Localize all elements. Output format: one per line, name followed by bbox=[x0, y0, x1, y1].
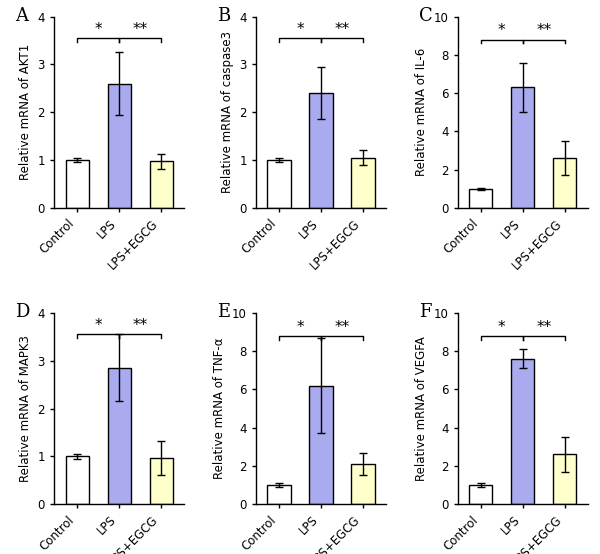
Bar bbox=[268, 160, 290, 208]
Bar bbox=[65, 456, 89, 504]
Y-axis label: Relative mRNA of caspase3: Relative mRNA of caspase3 bbox=[221, 31, 234, 193]
Bar bbox=[65, 160, 89, 208]
Bar bbox=[553, 158, 577, 208]
Bar bbox=[149, 161, 173, 208]
Text: *: * bbox=[498, 320, 506, 335]
Text: *: * bbox=[296, 22, 304, 37]
Bar bbox=[268, 485, 290, 504]
Text: F: F bbox=[419, 304, 431, 321]
Y-axis label: Relative mRNA of IL-6: Relative mRNA of IL-6 bbox=[415, 48, 428, 176]
Bar bbox=[310, 386, 332, 504]
Text: *: * bbox=[498, 23, 506, 38]
Bar bbox=[469, 485, 493, 504]
Text: E: E bbox=[217, 304, 230, 321]
Text: **: ** bbox=[334, 22, 350, 37]
Bar bbox=[149, 458, 173, 504]
Bar bbox=[107, 368, 131, 504]
Y-axis label: Relative mRNA of MAPK3: Relative mRNA of MAPK3 bbox=[19, 335, 32, 482]
Bar bbox=[469, 189, 493, 208]
Bar bbox=[511, 359, 535, 504]
Text: A: A bbox=[15, 7, 28, 25]
Y-axis label: Relative mRNA of TNF-α: Relative mRNA of TNF-α bbox=[214, 338, 226, 479]
Bar bbox=[511, 88, 535, 208]
Bar bbox=[352, 158, 374, 208]
Text: D: D bbox=[15, 304, 29, 321]
Text: *: * bbox=[94, 22, 102, 37]
Y-axis label: Relative mRNA of VEGFA: Relative mRNA of VEGFA bbox=[415, 336, 428, 481]
Text: **: ** bbox=[334, 320, 350, 335]
Text: **: ** bbox=[536, 23, 551, 38]
Text: **: ** bbox=[133, 22, 148, 37]
Bar bbox=[352, 464, 374, 504]
Text: **: ** bbox=[133, 319, 148, 334]
Text: C: C bbox=[419, 7, 433, 25]
Text: *: * bbox=[94, 319, 102, 334]
Text: B: B bbox=[217, 7, 230, 25]
Y-axis label: Relative mRNA of AKT1: Relative mRNA of AKT1 bbox=[19, 44, 32, 181]
Text: *: * bbox=[296, 320, 304, 335]
Text: **: ** bbox=[536, 320, 551, 335]
Bar bbox=[107, 84, 131, 208]
Bar bbox=[310, 93, 332, 208]
Bar bbox=[553, 454, 577, 504]
